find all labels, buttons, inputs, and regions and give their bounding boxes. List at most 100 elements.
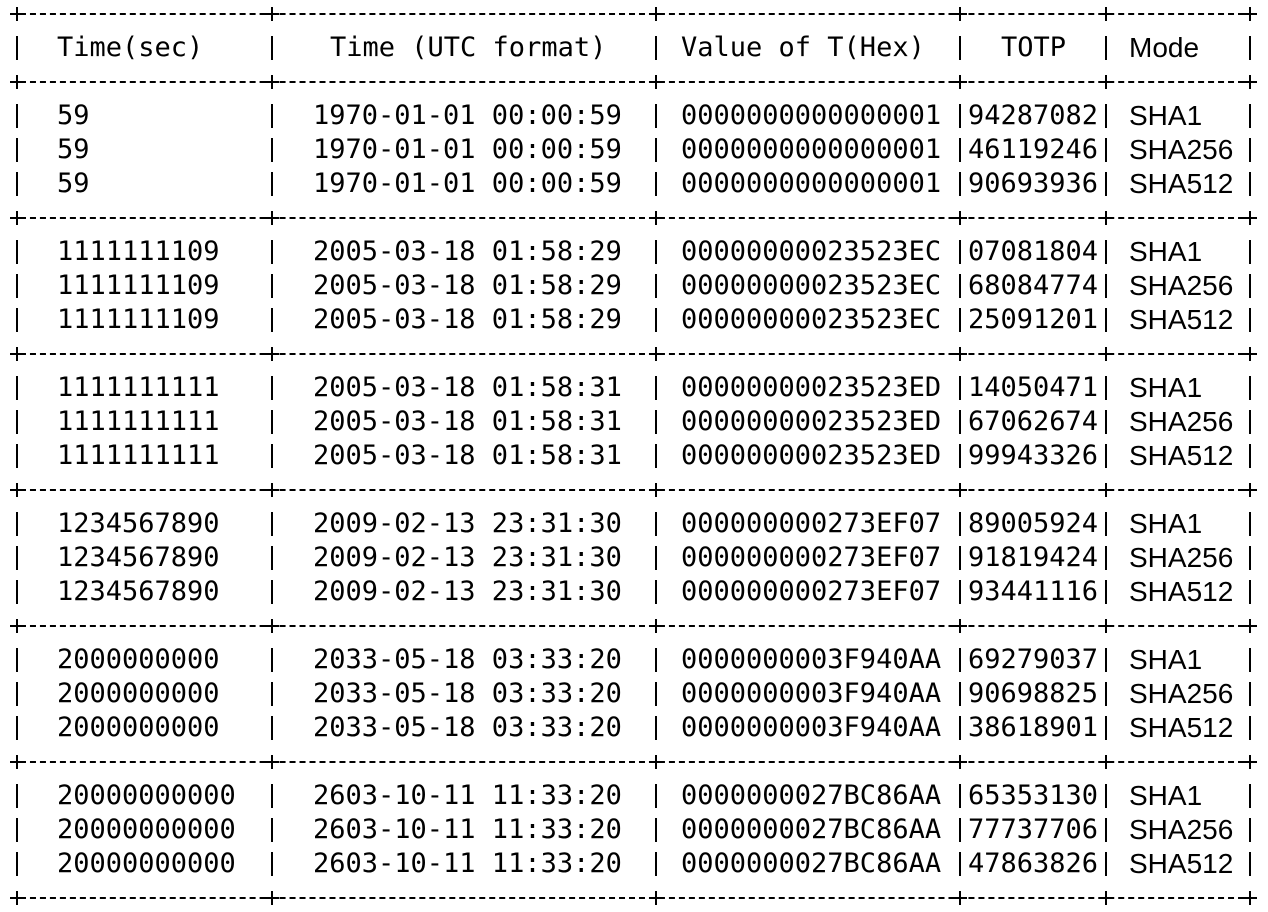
column-separator xyxy=(655,444,657,468)
header-totp: TOTP xyxy=(1001,32,1067,63)
cell-mode: SHA1 xyxy=(1129,780,1203,811)
column-separator xyxy=(271,852,273,876)
cell-time-sec: 1111111109 xyxy=(57,270,220,301)
column-separator xyxy=(655,784,657,808)
cell-time-utc: 2009-02-13 23:31:30 xyxy=(313,542,622,573)
cell-value-t: 00000000023523EC xyxy=(681,270,942,301)
cell-mode: SHA512 xyxy=(1129,712,1234,743)
cell-mode: SHA512 xyxy=(1129,576,1234,607)
column-separator xyxy=(16,784,18,808)
border-junction xyxy=(953,755,967,769)
cell-totp: 91819424 xyxy=(968,542,1099,573)
column-separator xyxy=(271,580,273,604)
column-separator xyxy=(271,716,273,740)
cell-time-sec: 20000000000 xyxy=(57,814,236,845)
group-divider xyxy=(10,489,1254,491)
column-separator xyxy=(1249,512,1251,536)
column-separator xyxy=(655,410,657,434)
header-mode: Mode xyxy=(1129,32,1200,63)
border-junction xyxy=(1243,891,1257,905)
column-separator xyxy=(1105,104,1107,128)
cell-mode: SHA512 xyxy=(1129,848,1234,879)
cell-time-utc: 2005-03-18 01:58:31 xyxy=(313,406,622,437)
column-separator xyxy=(1105,852,1107,876)
border-junction xyxy=(649,483,663,497)
border-junction xyxy=(1099,619,1113,633)
column-separator xyxy=(271,172,273,196)
column-separator xyxy=(16,172,18,196)
group-divider xyxy=(10,353,1254,355)
border-junction xyxy=(1099,211,1113,225)
column-separator xyxy=(1105,784,1107,808)
column-separator xyxy=(16,852,18,876)
header-time-sec: Time(sec) xyxy=(57,32,204,63)
cell-time-utc: 2005-03-18 01:58:29 xyxy=(313,270,622,301)
border-junction xyxy=(265,755,279,769)
column-separator xyxy=(959,852,961,876)
column-separator xyxy=(1249,852,1251,876)
column-separator xyxy=(959,716,961,740)
column-separator xyxy=(1105,648,1107,672)
border-junction xyxy=(265,347,279,361)
cell-mode: SHA1 xyxy=(1129,508,1203,539)
cell-time-utc: 2009-02-13 23:31:30 xyxy=(313,508,622,539)
border-junction xyxy=(953,347,967,361)
cell-value-t: 00000000023523EC xyxy=(681,304,942,335)
cell-mode: SHA256 xyxy=(1129,270,1234,301)
border-junction xyxy=(1243,347,1257,361)
cell-mode: SHA256 xyxy=(1129,542,1234,573)
column-separator xyxy=(16,138,18,162)
cell-totp: 69279037 xyxy=(968,644,1099,675)
cell-time-sec: 20000000000 xyxy=(57,848,236,879)
column-separator xyxy=(16,308,18,332)
border-junction xyxy=(10,619,24,633)
column-separator xyxy=(1249,580,1251,604)
column-separator xyxy=(1105,512,1107,536)
column-separator xyxy=(16,716,18,740)
column-separator xyxy=(16,818,18,842)
border-junction xyxy=(649,619,663,633)
cell-time-sec: 59 xyxy=(57,134,90,165)
border-junction xyxy=(10,755,24,769)
column-separator xyxy=(271,376,273,400)
column-separator xyxy=(271,512,273,536)
border-junction xyxy=(1243,7,1257,21)
border-junction xyxy=(953,619,967,633)
column-separator xyxy=(959,784,961,808)
column-separator xyxy=(655,512,657,536)
border-junction xyxy=(1099,483,1113,497)
column-separator xyxy=(1249,546,1251,570)
column-separator xyxy=(16,240,18,264)
border-junction xyxy=(265,891,279,905)
cell-value-t: 0000000027BC86AA xyxy=(681,814,942,845)
cell-totp: 68084774 xyxy=(968,270,1099,301)
border-junction xyxy=(953,7,967,21)
column-separator xyxy=(271,104,273,128)
column-separator xyxy=(655,138,657,162)
cell-totp: 93441116 xyxy=(968,576,1099,607)
column-separator xyxy=(959,274,961,298)
column-separator xyxy=(16,512,18,536)
table-top-border xyxy=(10,13,1254,15)
column-separator xyxy=(1249,36,1251,60)
cell-value-t: 00000000023523ED xyxy=(681,406,942,437)
column-separator xyxy=(655,716,657,740)
cell-time-sec: 2000000000 xyxy=(57,678,220,709)
column-separator xyxy=(1249,784,1251,808)
column-separator xyxy=(1105,580,1107,604)
cell-time-utc: 2005-03-18 01:58:29 xyxy=(313,304,622,335)
column-separator xyxy=(1105,172,1107,196)
cell-mode: SHA512 xyxy=(1129,440,1234,471)
column-separator xyxy=(1249,274,1251,298)
border-junction xyxy=(265,7,279,21)
cell-time-utc: 1970-01-01 00:00:59 xyxy=(313,134,622,165)
column-separator xyxy=(1105,444,1107,468)
cell-value-t: 00000000023523ED xyxy=(681,372,942,403)
column-separator xyxy=(271,240,273,264)
column-separator xyxy=(655,648,657,672)
cell-time-utc: 2603-10-11 11:33:20 xyxy=(313,780,622,811)
cell-totp: 99943326 xyxy=(968,440,1099,471)
column-separator xyxy=(959,138,961,162)
column-separator xyxy=(655,104,657,128)
border-junction xyxy=(265,211,279,225)
